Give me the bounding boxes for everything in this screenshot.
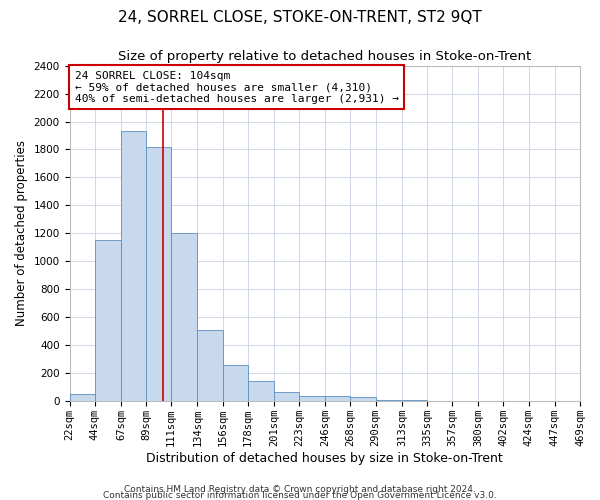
Bar — [274, 392, 299, 402]
Bar — [95, 240, 121, 402]
Text: 24, SORREL CLOSE, STOKE-ON-TRENT, ST2 9QT: 24, SORREL CLOSE, STOKE-ON-TRENT, ST2 9Q… — [118, 10, 482, 25]
Y-axis label: Number of detached properties: Number of detached properties — [15, 140, 28, 326]
Bar — [223, 365, 248, 402]
Bar — [171, 234, 197, 402]
Bar — [503, 400, 529, 402]
X-axis label: Distribution of detached houses by size in Stoke-on-Trent: Distribution of detached houses by size … — [146, 452, 503, 465]
Text: 24 SORREL CLOSE: 104sqm
← 59% of detached houses are smaller (4,310)
40% of semi: 24 SORREL CLOSE: 104sqm ← 59% of detache… — [74, 70, 398, 104]
Title: Size of property relative to detached houses in Stoke-on-Trent: Size of property relative to detached ho… — [118, 50, 532, 63]
Bar — [402, 400, 427, 402]
Bar — [325, 396, 350, 402]
Text: Contains HM Land Registry data © Crown copyright and database right 2024.: Contains HM Land Registry data © Crown c… — [124, 484, 476, 494]
Bar — [248, 381, 274, 402]
Bar — [376, 400, 402, 402]
Bar — [197, 330, 223, 402]
Bar — [350, 397, 376, 402]
Bar — [146, 146, 171, 402]
Bar — [121, 132, 146, 402]
Text: Contains public sector information licensed under the Open Government Licence v3: Contains public sector information licen… — [103, 490, 497, 500]
Bar — [427, 400, 452, 402]
Bar — [299, 396, 325, 402]
Bar — [70, 394, 95, 402]
